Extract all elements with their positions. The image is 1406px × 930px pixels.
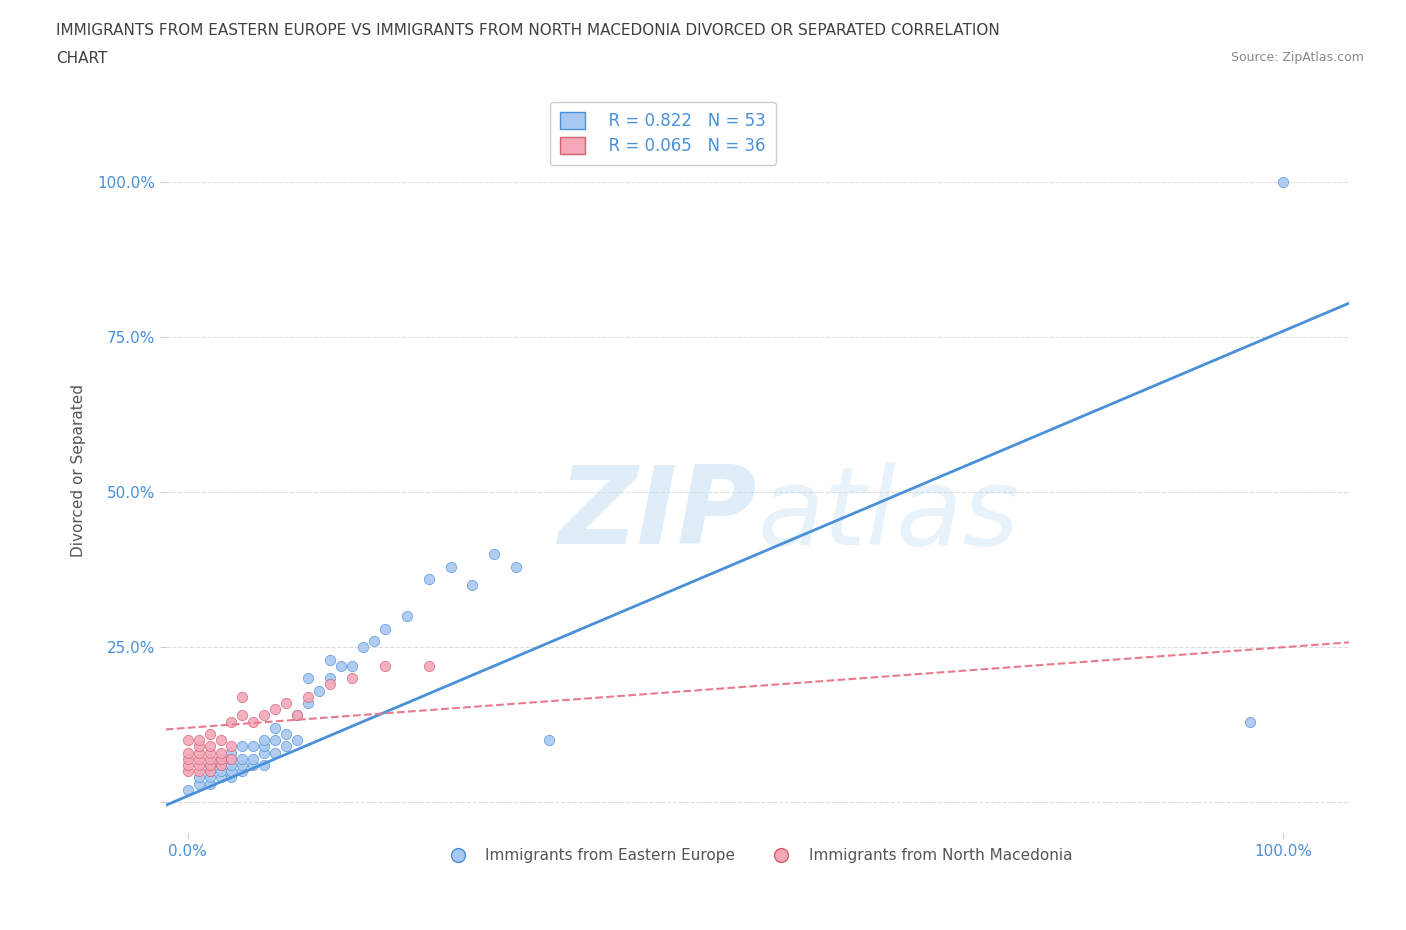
Text: Source: ZipAtlas.com: Source: ZipAtlas.com: [1230, 51, 1364, 64]
Point: [198, 764, 221, 778]
Point: [242, 739, 264, 754]
Point: [264, 745, 287, 760]
Point: [285, 708, 308, 723]
Point: [352, 640, 374, 655]
Point: [221, 714, 243, 729]
Point: [297, 671, 319, 685]
Point: [176, 751, 198, 766]
Point: [461, 578, 484, 592]
Point: [276, 696, 298, 711]
Point: [319, 671, 342, 685]
Point: [505, 559, 527, 574]
Text: ZIP: ZIP: [560, 461, 758, 567]
Text: IMMIGRANTS FROM EASTERN EUROPE VS IMMIGRANTS FROM NORTH MACEDONIA DIVORCED OR SE: IMMIGRANTS FROM EASTERN EUROPE VS IMMIGR…: [56, 23, 1000, 38]
Point: [439, 559, 461, 574]
Point: [221, 751, 243, 766]
Point: [209, 751, 232, 766]
Point: [198, 758, 221, 773]
Point: [231, 689, 253, 704]
Point: [264, 733, 287, 748]
Point: [285, 733, 308, 748]
Point: [484, 547, 506, 562]
Point: [187, 733, 209, 748]
Point: [176, 745, 198, 760]
Point: [198, 739, 221, 754]
Point: [363, 633, 385, 648]
Point: [1239, 714, 1261, 729]
Point: [340, 658, 363, 673]
Point: [176, 782, 198, 797]
Point: [187, 764, 209, 778]
Point: [231, 739, 253, 754]
Point: [253, 733, 276, 748]
Text: atlas: atlas: [758, 461, 1019, 566]
Point: [198, 764, 221, 778]
Point: [198, 726, 221, 741]
Point: [253, 708, 276, 723]
Point: [221, 739, 243, 754]
Point: [221, 751, 243, 766]
Point: [187, 777, 209, 791]
Point: [231, 751, 253, 766]
Point: [395, 609, 418, 624]
Point: [209, 758, 232, 773]
Point: [176, 733, 198, 748]
Point: [374, 621, 396, 636]
Point: [198, 751, 221, 766]
Point: [418, 658, 440, 673]
Point: [242, 758, 264, 773]
Point: [253, 739, 276, 754]
Point: [198, 770, 221, 785]
Point: [253, 745, 276, 760]
Point: [242, 751, 264, 766]
Point: [538, 733, 561, 748]
Point: [242, 714, 264, 729]
Text: CHART: CHART: [56, 51, 108, 66]
Point: [276, 739, 298, 754]
Point: [221, 745, 243, 760]
Legend: Immigrants from Eastern Europe, Immigrants from North Macedonia: Immigrants from Eastern Europe, Immigran…: [436, 842, 1078, 869]
Point: [264, 702, 287, 717]
Point: [340, 671, 363, 685]
Point: [1272, 175, 1295, 190]
Point: [209, 751, 232, 766]
Point: [187, 751, 209, 766]
Point: [374, 658, 396, 673]
Point: [330, 658, 353, 673]
Point: [221, 758, 243, 773]
Point: [418, 572, 440, 587]
Point: [319, 677, 342, 692]
Point: [209, 764, 232, 778]
Point: [209, 758, 232, 773]
Point: [231, 708, 253, 723]
Point: [221, 770, 243, 785]
Y-axis label: Divorced or Separated: Divorced or Separated: [72, 384, 86, 557]
Point: [187, 739, 209, 754]
Point: [297, 696, 319, 711]
Point: [176, 758, 198, 773]
Point: [198, 777, 221, 791]
Point: [198, 758, 221, 773]
Point: [264, 721, 287, 736]
Point: [187, 770, 209, 785]
Point: [221, 764, 243, 778]
Point: [231, 764, 253, 778]
Point: [231, 758, 253, 773]
Point: [297, 689, 319, 704]
Point: [308, 684, 330, 698]
Point: [319, 652, 342, 667]
Point: [209, 770, 232, 785]
Point: [276, 726, 298, 741]
Point: [187, 758, 209, 773]
Point: [209, 733, 232, 748]
Point: [198, 745, 221, 760]
Point: [176, 764, 198, 778]
Point: [285, 708, 308, 723]
Point: [209, 745, 232, 760]
Point: [253, 758, 276, 773]
Point: [187, 745, 209, 760]
